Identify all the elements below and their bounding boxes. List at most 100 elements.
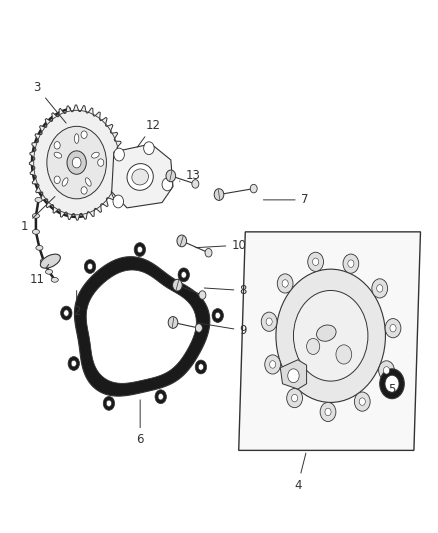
Circle shape <box>354 392 370 411</box>
Circle shape <box>343 254 359 273</box>
Circle shape <box>198 364 204 370</box>
Circle shape <box>81 187 87 194</box>
Circle shape <box>54 176 60 183</box>
Ellipse shape <box>62 178 68 186</box>
Circle shape <box>166 170 176 182</box>
Circle shape <box>266 318 272 326</box>
Circle shape <box>173 279 182 291</box>
Polygon shape <box>29 105 124 220</box>
Text: 10: 10 <box>195 239 246 252</box>
Circle shape <box>181 272 187 278</box>
Circle shape <box>67 151 86 174</box>
Circle shape <box>192 180 199 188</box>
Circle shape <box>348 260 354 268</box>
Text: 13: 13 <box>180 169 200 182</box>
Ellipse shape <box>74 134 79 143</box>
Circle shape <box>390 325 396 332</box>
Circle shape <box>292 394 298 402</box>
Circle shape <box>377 285 383 292</box>
Text: 8: 8 <box>204 284 247 297</box>
Circle shape <box>270 361 276 368</box>
Circle shape <box>134 243 145 256</box>
Circle shape <box>308 252 324 271</box>
Circle shape <box>385 319 401 338</box>
Text: 6: 6 <box>136 400 144 446</box>
Circle shape <box>60 306 72 320</box>
Circle shape <box>288 369 299 383</box>
Polygon shape <box>280 360 307 389</box>
Circle shape <box>158 393 163 400</box>
Circle shape <box>64 310 69 316</box>
Circle shape <box>336 345 352 364</box>
Circle shape <box>385 375 399 392</box>
Text: 3: 3 <box>34 82 66 123</box>
Ellipse shape <box>317 325 336 341</box>
Circle shape <box>212 309 223 322</box>
Ellipse shape <box>85 178 91 186</box>
Circle shape <box>168 317 178 328</box>
Circle shape <box>250 184 257 193</box>
Circle shape <box>293 290 368 381</box>
Circle shape <box>383 367 389 374</box>
Circle shape <box>359 398 365 405</box>
Circle shape <box>199 291 206 300</box>
Ellipse shape <box>51 277 58 282</box>
Circle shape <box>47 126 106 199</box>
Circle shape <box>81 131 87 139</box>
Ellipse shape <box>36 245 43 251</box>
Circle shape <box>214 189 224 200</box>
Ellipse shape <box>32 229 39 235</box>
Ellipse shape <box>54 152 62 158</box>
Circle shape <box>320 402 336 422</box>
Circle shape <box>265 355 281 374</box>
Ellipse shape <box>127 164 153 190</box>
Circle shape <box>195 324 202 332</box>
Text: 4: 4 <box>294 453 306 491</box>
Circle shape <box>372 279 388 298</box>
Text: 5: 5 <box>385 381 396 395</box>
Polygon shape <box>239 232 420 450</box>
Polygon shape <box>86 270 196 383</box>
Circle shape <box>114 148 124 161</box>
Circle shape <box>68 357 79 370</box>
Circle shape <box>162 178 173 191</box>
Circle shape <box>178 268 190 282</box>
Circle shape <box>215 312 220 319</box>
Ellipse shape <box>32 213 39 219</box>
Circle shape <box>205 248 212 257</box>
Ellipse shape <box>132 169 148 185</box>
Text: 7: 7 <box>263 193 308 206</box>
Circle shape <box>313 258 319 265</box>
Ellipse shape <box>92 152 99 158</box>
Text: 12: 12 <box>138 119 161 147</box>
Text: 11: 11 <box>30 264 49 286</box>
Circle shape <box>261 312 277 332</box>
Circle shape <box>325 408 331 416</box>
Circle shape <box>85 260 96 273</box>
Ellipse shape <box>35 197 42 203</box>
Circle shape <box>277 274 293 293</box>
Circle shape <box>137 246 142 253</box>
Text: 2: 2 <box>73 290 81 318</box>
Circle shape <box>380 369 404 399</box>
Circle shape <box>276 269 385 402</box>
Circle shape <box>98 159 104 166</box>
Circle shape <box>155 390 166 403</box>
Circle shape <box>113 195 124 208</box>
Circle shape <box>144 142 154 155</box>
Text: 1: 1 <box>20 197 55 233</box>
Circle shape <box>307 338 320 354</box>
Ellipse shape <box>40 259 47 264</box>
Circle shape <box>282 280 288 287</box>
Circle shape <box>378 361 394 380</box>
Circle shape <box>72 157 81 168</box>
Polygon shape <box>112 144 173 208</box>
Circle shape <box>103 397 115 410</box>
Circle shape <box>88 263 93 270</box>
Ellipse shape <box>40 254 60 268</box>
Text: 9: 9 <box>198 323 247 337</box>
Circle shape <box>177 235 187 247</box>
Circle shape <box>54 142 60 149</box>
Polygon shape <box>74 257 210 396</box>
Circle shape <box>71 360 76 367</box>
